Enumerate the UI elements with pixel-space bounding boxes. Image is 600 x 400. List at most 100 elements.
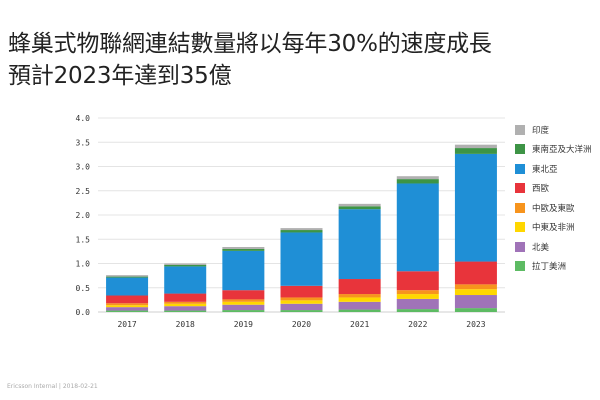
legend-item: 中歐及東歐 — [515, 198, 592, 218]
bar-segment — [106, 303, 149, 306]
legend-swatch — [515, 202, 525, 213]
bar-segment — [454, 284, 497, 290]
bar-segment — [106, 277, 149, 296]
x-tick-label: 2017 — [117, 320, 136, 329]
bar-segment — [396, 271, 439, 291]
x-tick-label: 2018 — [176, 320, 195, 329]
y-tick-label: 1.0 — [76, 260, 91, 269]
legend-label: 中東及非洲 — [532, 223, 575, 234]
legend-swatch — [515, 222, 525, 233]
legend-swatch — [515, 124, 525, 135]
bar-segment — [222, 301, 265, 305]
legend-label: 中歐及東歐 — [532, 203, 575, 214]
y-tick-label: 1.5 — [76, 235, 91, 244]
bar-segment — [280, 285, 323, 298]
bar-segment — [280, 230, 323, 233]
bar-segment — [280, 310, 323, 312]
bar-segment — [280, 300, 323, 304]
bar-segment — [338, 301, 381, 310]
y-tick-label: 3.0 — [76, 163, 91, 172]
legend-item: 中東及非洲 — [515, 218, 592, 238]
bar-segment — [222, 304, 265, 311]
x-tick-label: 2019 — [234, 320, 253, 329]
bar-segment — [106, 295, 149, 304]
bar-segment — [164, 266, 207, 294]
legend-swatch — [515, 163, 525, 174]
legend-label: 拉丁美洲 — [532, 262, 567, 273]
legend-item: 印度 — [515, 120, 592, 140]
legend-label: 東南亞及大洋洲 — [532, 145, 592, 156]
bar-segment — [338, 309, 381, 312]
legend-swatch — [515, 261, 525, 272]
legend-label: 北美 — [532, 242, 550, 253]
chart-title-line-1: 蜂巢式物聯網連結數量將以每年30%的速度成長 — [8, 31, 492, 57]
x-tick-label: 2022 — [408, 320, 427, 329]
bar-segment — [338, 206, 381, 210]
bar-segment — [280, 228, 323, 231]
bar-segment — [164, 293, 207, 302]
bar-segment — [338, 297, 381, 302]
bar-segment — [338, 279, 381, 295]
bar-segment — [164, 264, 207, 267]
bar-segment — [222, 290, 265, 300]
y-tick-label: 0.0 — [76, 308, 91, 317]
bar-segment — [222, 250, 265, 291]
bar-segment — [222, 248, 265, 251]
bar-segment — [396, 298, 439, 310]
bar-segment — [454, 295, 497, 309]
bar-segment — [396, 290, 439, 295]
bar-segment — [222, 247, 265, 249]
legend-swatch — [515, 144, 525, 155]
legend-item: 東南亞及大洋洲 — [515, 140, 592, 160]
bar-segment — [338, 294, 381, 298]
bar-segment — [396, 176, 439, 180]
bar-segment — [164, 310, 207, 312]
bar-segment — [222, 310, 265, 312]
y-tick-label: 2.5 — [76, 187, 91, 196]
bar-segment — [164, 306, 207, 311]
y-tick-label: 0.5 — [76, 284, 91, 293]
y-tick-label: 3.5 — [76, 138, 91, 147]
chart-legend: 印度東南亞及大洋洲 東北亞西歐中歐及東歐中東及非洲北美拉丁美洲 — [515, 120, 592, 276]
bar-segment — [454, 308, 497, 312]
x-tick-label: 2020 — [292, 320, 311, 329]
bar-segment — [396, 294, 439, 299]
bar-segment — [454, 148, 497, 154]
legend-label: 印度 — [532, 125, 550, 136]
bar-segment — [338, 209, 381, 280]
x-tick-label: 2023 — [466, 320, 485, 329]
bar-segment — [454, 153, 497, 262]
y-tick-label: 2.0 — [76, 211, 91, 220]
bar-segment — [280, 297, 323, 301]
bar-segment — [396, 179, 439, 184]
legend-item: 北美 — [515, 237, 592, 257]
legend-swatch — [515, 241, 525, 252]
bar-segment — [222, 299, 265, 302]
bar-segment — [164, 263, 207, 265]
legend-item: 西歐 — [515, 179, 592, 199]
bar-segment — [106, 307, 149, 311]
bar-segment — [338, 203, 381, 207]
bar-segment — [280, 303, 323, 311]
bar-segment — [454, 289, 497, 296]
chart-title-line-2: 預計2023年達到35億 — [8, 63, 232, 89]
footer: Ericsson Internal | 2018-02-21 — [7, 383, 98, 390]
legend-swatch — [515, 183, 525, 194]
footer-date: 2018-02-21 — [62, 383, 98, 390]
legend-item: 拉丁美洲 — [515, 257, 592, 277]
bar-segment — [106, 305, 149, 308]
footer-separator: | — [58, 383, 61, 390]
bar-segment — [106, 276, 149, 278]
legend-label: 東北亞 — [532, 164, 558, 175]
bar-segment — [396, 309, 439, 312]
bar-segment — [454, 261, 497, 285]
x-tick-label: 2021 — [350, 320, 369, 329]
y-tick-label: 4.0 — [76, 114, 91, 123]
bar-segment — [396, 183, 439, 272]
bar-segment — [106, 275, 149, 277]
bar-segment — [454, 144, 497, 149]
bar-segment — [106, 310, 149, 312]
bar-segment — [280, 232, 323, 286]
bar-segment — [164, 303, 207, 307]
